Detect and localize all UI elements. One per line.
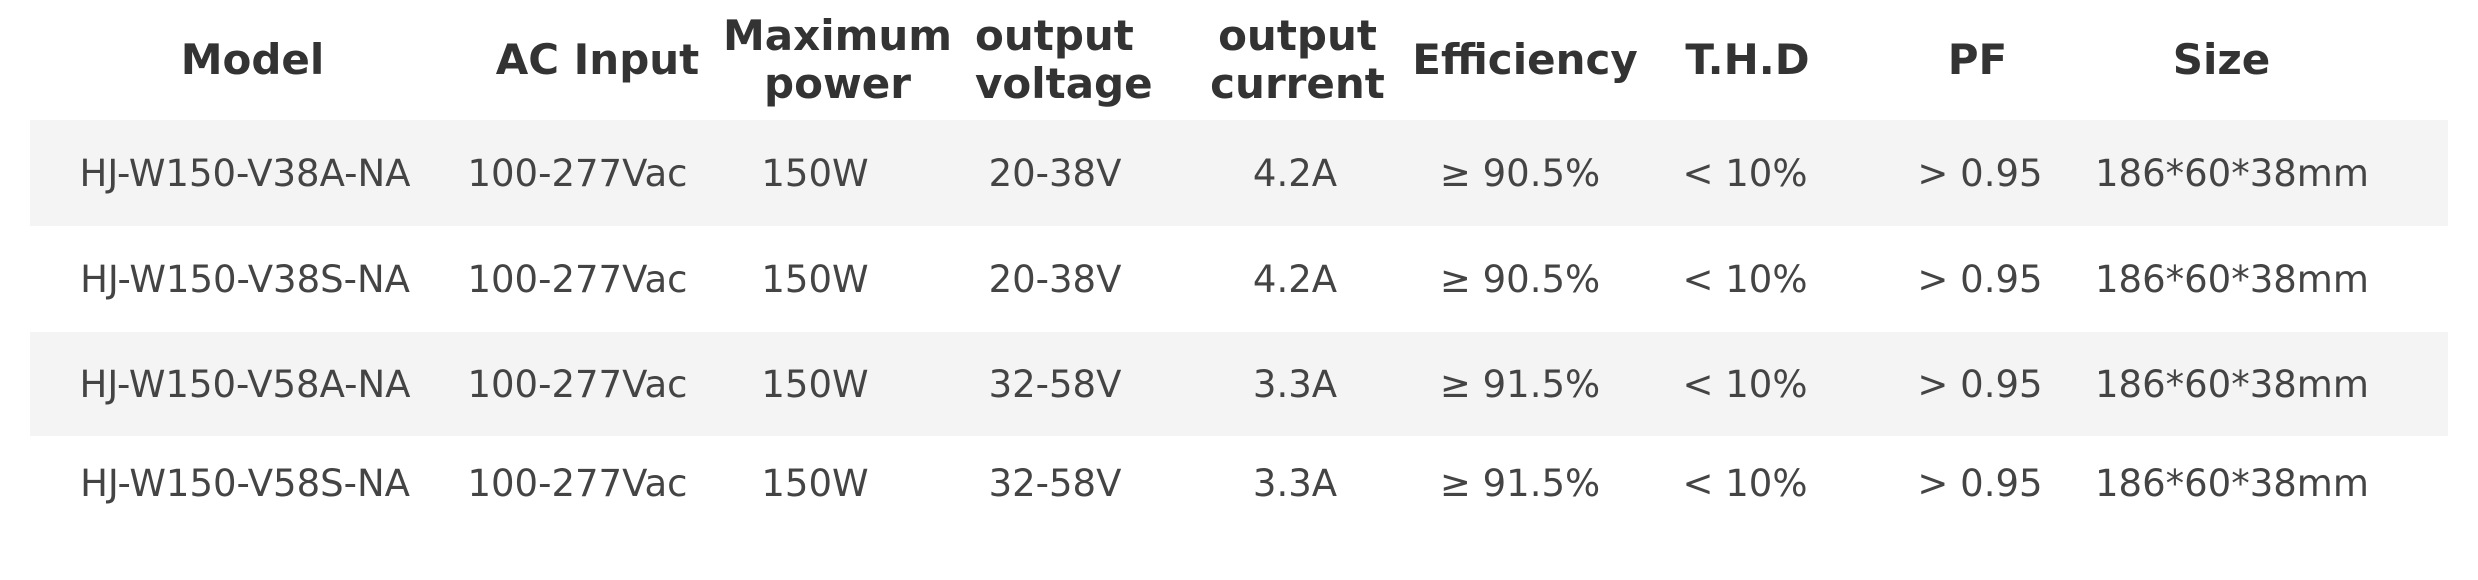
header-pf: PF (1947, 35, 2008, 84)
table-row: HJ-W150-V58A-NA 100-277Vac 150W 32-58V 3… (30, 332, 2448, 436)
cell-output-voltage: 32-58V (988, 461, 1122, 505)
cell-model: HJ-W150-V58S-NA (80, 461, 410, 505)
header-model: Model (180, 35, 325, 84)
header-output-current: output current (1210, 11, 1385, 108)
cell-output-current: 4.2A (1252, 151, 1338, 195)
table-row: HJ-W150-V38S-NA 100-277Vac 150W 20-38V 4… (30, 226, 2448, 332)
cell-maximum-power: 150W (761, 362, 869, 406)
cell-output-voltage: 32-58V (988, 362, 1122, 406)
cell-pf: > 0.95 (1917, 362, 2043, 406)
table-header-row: Model AC Input Maximum power output volt… (30, 0, 2448, 120)
cell-pf: > 0.95 (1917, 151, 2043, 195)
header-ac-input: AC Input (495, 35, 700, 84)
cell-pf: > 0.95 (1917, 257, 2043, 301)
table-row: HJ-W150-V38A-NA 100-277Vac 150W 20-38V 4… (30, 120, 2448, 226)
cell-thd: < 10% (1682, 151, 1808, 195)
header-maximum-power: Maximum power (722, 11, 953, 108)
cell-efficiency: ≥ 91.5% (1439, 362, 1601, 406)
cell-maximum-power: 150W (761, 461, 869, 505)
cell-model: HJ-W150-V38S-NA (80, 257, 410, 301)
cell-pf: > 0.95 (1917, 461, 2043, 505)
cell-ac-input: 100-277Vac (467, 461, 688, 505)
cell-output-current: 4.2A (1252, 257, 1338, 301)
header-output-voltage: output voltage (975, 11, 1153, 108)
cell-thd: < 10% (1682, 257, 1808, 301)
cell-output-voltage: 20-38V (988, 151, 1122, 195)
cell-output-current: 3.3A (1252, 362, 1338, 406)
cell-ac-input: 100-277Vac (467, 151, 688, 195)
spec-table: Model AC Input Maximum power output volt… (30, 0, 2448, 530)
cell-size: 186*60*38mm (2095, 362, 2369, 406)
table-row: HJ-W150-V58S-NA 100-277Vac 150W 32-58V 3… (30, 436, 2448, 530)
cell-efficiency: ≥ 91.5% (1439, 461, 1601, 505)
header-thd: T.H.D (1685, 35, 1810, 84)
header-size: Size (2172, 35, 2271, 84)
cell-size: 186*60*38mm (2095, 151, 2369, 195)
cell-ac-input: 100-277Vac (467, 362, 688, 406)
cell-thd: < 10% (1682, 362, 1808, 406)
cell-efficiency: ≥ 90.5% (1439, 151, 1601, 195)
header-efficiency: Efficiency (1412, 35, 1638, 84)
cell-ac-input: 100-277Vac (467, 257, 688, 301)
cell-output-voltage: 20-38V (988, 257, 1122, 301)
cell-model: HJ-W150-V38A-NA (79, 151, 411, 195)
cell-size: 186*60*38mm (2095, 461, 2369, 505)
cell-maximum-power: 150W (761, 257, 869, 301)
cell-output-current: 3.3A (1252, 461, 1338, 505)
cell-maximum-power: 150W (761, 151, 869, 195)
cell-efficiency: ≥ 90.5% (1439, 257, 1601, 301)
cell-thd: < 10% (1682, 461, 1808, 505)
cell-size: 186*60*38mm (2095, 257, 2369, 301)
cell-model: HJ-W150-V58A-NA (79, 362, 411, 406)
